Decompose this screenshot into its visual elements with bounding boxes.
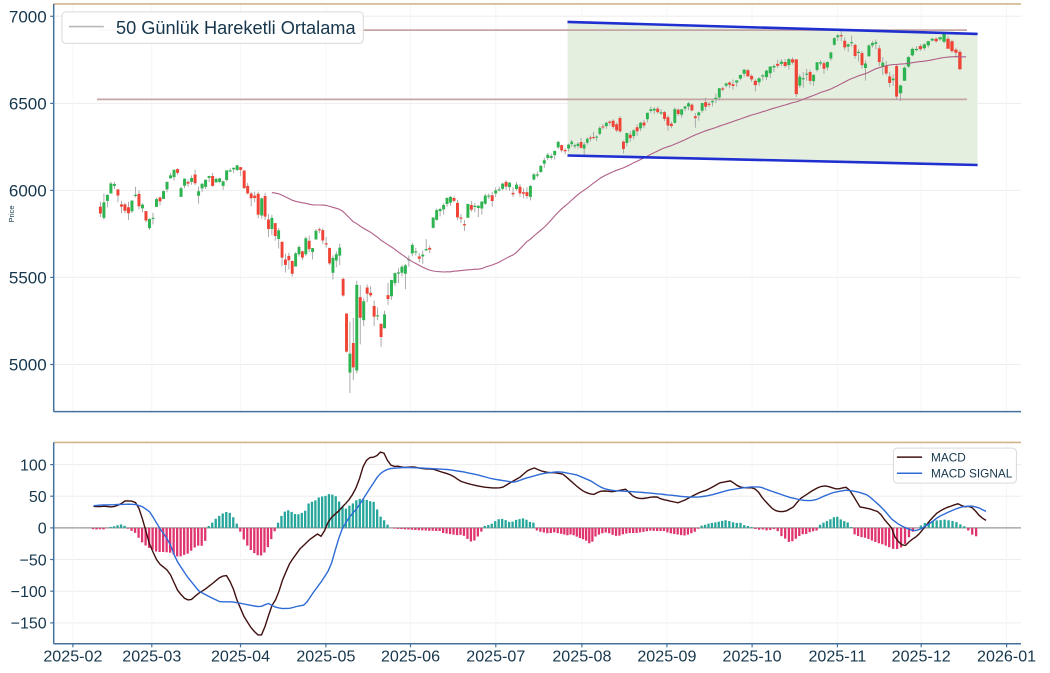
svg-text:2026-01: 2026-01: [977, 647, 1036, 665]
svg-text:MACD SIGNAL: MACD SIGNAL: [931, 466, 1013, 480]
svg-text:5500: 5500: [9, 269, 47, 288]
svg-text:−100: −100: [11, 584, 47, 601]
svg-text:2025-10: 2025-10: [723, 647, 782, 665]
svg-text:−150: −150: [11, 616, 47, 633]
svg-text:2025-06: 2025-06: [381, 647, 440, 665]
svg-text:2025-11: 2025-11: [808, 647, 866, 665]
svg-text:2025-08: 2025-08: [552, 647, 611, 665]
svg-text:6000: 6000: [9, 182, 47, 201]
svg-text:50 Günlük Hareketli Ortalama: 50 Günlük Hareketli Ortalama: [116, 18, 356, 38]
svg-text:2025-07: 2025-07: [466, 647, 525, 665]
svg-text:50: 50: [29, 489, 47, 506]
svg-text:−50: −50: [20, 552, 47, 569]
svg-text:2025-05: 2025-05: [296, 647, 355, 665]
svg-text:7000: 7000: [9, 7, 47, 26]
svg-text:MACD: MACD: [931, 450, 966, 464]
svg-text:2025-03: 2025-03: [122, 647, 181, 665]
svg-text:2025-12: 2025-12: [892, 647, 951, 665]
svg-text:5000: 5000: [9, 356, 47, 375]
svg-text:0: 0: [38, 521, 47, 538]
svg-text:2025-09: 2025-09: [637, 647, 696, 665]
svg-text:2025-04: 2025-04: [211, 647, 270, 665]
svg-text:2025-02: 2025-02: [43, 647, 102, 665]
svg-text:Price: Price: [7, 205, 16, 222]
svg-text:6500: 6500: [9, 95, 47, 114]
svg-text:100: 100: [20, 457, 47, 474]
